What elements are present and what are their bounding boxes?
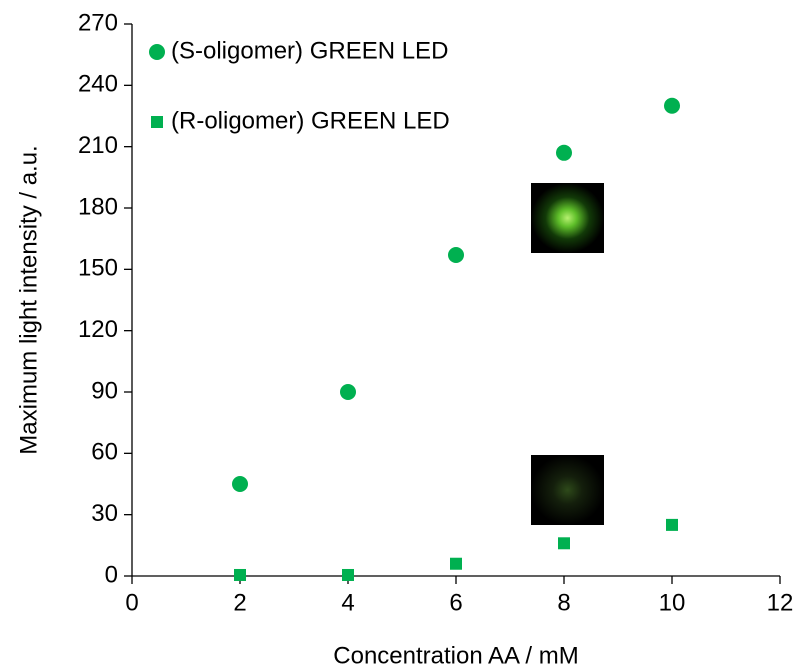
legend-label: (S-oligomer) GREEN LED [171,37,448,64]
y-tick-label: 120 [78,316,118,343]
point [234,568,246,581]
y-tick-label: 210 [78,132,118,159]
y-tick-label: 180 [78,193,118,220]
x-tick-label: 8 [557,589,570,616]
inset-image [531,455,604,525]
point [556,144,572,161]
y-tick-label: 240 [78,71,118,98]
y-tick-label: 270 [78,9,118,36]
y-tick-label: 60 [91,439,118,466]
y-axis-label: Maximum light intensity / a.u. [15,145,42,454]
point [450,557,462,570]
x-tick-label: 0 [125,589,138,616]
x-axis-label: Concentration AA / mM [333,642,578,669]
y-tick-label: 150 [78,255,118,282]
x-tick-label: 4 [341,589,354,616]
point [342,568,354,581]
y-tick-label: 30 [91,500,118,527]
point [666,518,678,531]
inset-image [531,183,604,253]
x-tick-label: 2 [233,589,246,616]
point [558,537,570,550]
point [664,97,680,114]
legend-marker [149,44,165,60]
legend-label: (R-oligomer) GREEN LED [171,107,450,134]
x-tick-label: 6 [449,589,462,616]
legend-marker [151,116,163,128]
y-tick-label: 90 [91,377,118,404]
y-tick-label: 0 [105,561,118,588]
point [232,476,248,492]
x-tick-label: 12 [767,589,794,616]
point [448,247,464,264]
x-tick-label: 10 [659,589,686,616]
point [340,384,356,400]
